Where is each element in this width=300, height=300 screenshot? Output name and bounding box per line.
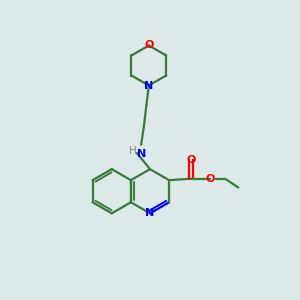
- Text: N: N: [136, 149, 146, 159]
- Text: O: O: [206, 174, 215, 184]
- Text: N: N: [144, 81, 153, 91]
- Text: O: O: [144, 40, 154, 50]
- Text: H: H: [129, 146, 137, 157]
- Text: N: N: [145, 208, 154, 218]
- Text: O: O: [187, 154, 196, 165]
